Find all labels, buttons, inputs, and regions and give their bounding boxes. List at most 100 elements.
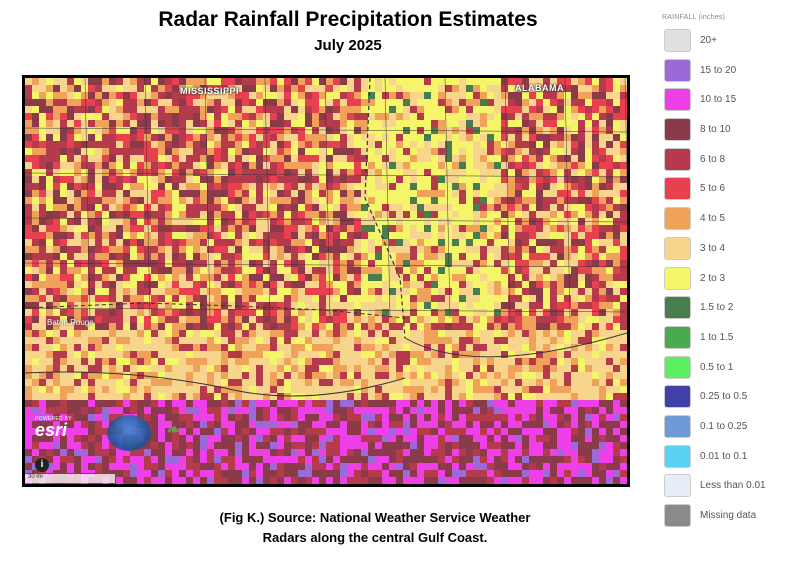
raster-cell <box>375 120 382 127</box>
raster-cell <box>571 113 578 120</box>
rainfall-map[interactable]: MISSISSIPPI ALABAMA Baton Rouge POWERED … <box>22 75 630 487</box>
raster-cell <box>382 225 389 232</box>
raster-cell <box>501 260 508 267</box>
raster-cell <box>193 281 200 288</box>
raster-cell <box>340 155 347 162</box>
raster-cell <box>326 449 333 456</box>
raster-cell <box>312 393 319 400</box>
raster-cell <box>396 470 403 477</box>
raster-cell <box>74 232 81 239</box>
raster-cell <box>228 127 235 134</box>
raster-cell <box>277 260 284 267</box>
raster-cell <box>571 85 578 92</box>
raster-cell <box>480 414 487 421</box>
raster-cell <box>494 134 501 141</box>
raster-cell <box>312 218 319 225</box>
raster-cell <box>256 218 263 225</box>
raster-cell <box>235 106 242 113</box>
raster-cell <box>522 288 529 295</box>
raster-cell <box>536 162 543 169</box>
raster-cell <box>571 120 578 127</box>
raster-cell <box>599 218 606 225</box>
raster-cell <box>522 78 529 85</box>
raster-cell <box>529 337 536 344</box>
raster-cell <box>53 85 60 92</box>
raster-cell <box>60 344 67 351</box>
raster-cell <box>312 225 319 232</box>
raster-cell <box>60 274 67 281</box>
raster-cell <box>403 148 410 155</box>
raster-cell <box>214 127 221 134</box>
raster-cell <box>585 148 592 155</box>
raster-cell <box>25 204 32 211</box>
raster-cell <box>606 407 613 414</box>
raster-cell <box>249 456 256 463</box>
raster-cell <box>571 92 578 99</box>
raster-cell <box>186 281 193 288</box>
raster-cell <box>102 309 109 316</box>
raster-cell <box>550 372 557 379</box>
raster-cell <box>291 421 298 428</box>
raster-cell <box>109 183 116 190</box>
raster-cell <box>452 435 459 442</box>
raster-cell <box>25 183 32 190</box>
raster-cell <box>438 113 445 120</box>
raster-cell <box>606 134 613 141</box>
raster-cell <box>354 218 361 225</box>
raster-cell <box>606 449 613 456</box>
raster-cell <box>438 92 445 99</box>
raster-cell <box>172 274 179 281</box>
raster-cell <box>403 281 410 288</box>
raster-cell <box>543 400 550 407</box>
raster-cell <box>445 330 452 337</box>
raster-cell <box>473 239 480 246</box>
raster-cell <box>550 449 557 456</box>
raster-cell <box>53 421 60 428</box>
raster-cell <box>515 106 522 113</box>
raster-cell <box>207 372 214 379</box>
raster-cell <box>130 225 137 232</box>
raster-cell <box>179 239 186 246</box>
raster-cell <box>410 113 417 120</box>
raster-cell <box>522 470 529 477</box>
raster-cell <box>424 428 431 435</box>
raster-cell <box>550 442 557 449</box>
raster-cell <box>522 148 529 155</box>
raster-cell <box>95 309 102 316</box>
raster-cell <box>375 260 382 267</box>
raster-cell <box>207 393 214 400</box>
raster-cell <box>494 295 501 302</box>
raster-cell <box>25 253 32 260</box>
raster-cell <box>494 218 501 225</box>
raster-cell <box>25 120 32 127</box>
raster-cell <box>60 253 67 260</box>
raster-cell <box>81 239 88 246</box>
raster-cell <box>123 267 130 274</box>
raster-cell <box>424 477 431 484</box>
raster-cell <box>410 155 417 162</box>
raster-cell <box>424 260 431 267</box>
raster-cell <box>60 190 67 197</box>
raster-cell <box>424 295 431 302</box>
raster-cell <box>410 379 417 386</box>
raster-cell <box>186 99 193 106</box>
raster-cell <box>39 85 46 92</box>
raster-cell <box>410 456 417 463</box>
raster-cell <box>599 134 606 141</box>
raster-cell <box>410 148 417 155</box>
raster-cell <box>466 239 473 246</box>
raster-cell <box>550 330 557 337</box>
raster-cell <box>270 106 277 113</box>
raster-cell <box>340 449 347 456</box>
raster-cell <box>417 162 424 169</box>
raster-cell <box>536 428 543 435</box>
raster-cell <box>599 407 606 414</box>
raster-cell <box>186 120 193 127</box>
raster-cell <box>193 470 200 477</box>
raster-cell <box>81 155 88 162</box>
raster-cell <box>368 260 375 267</box>
raster-cell <box>501 204 508 211</box>
raster-cell <box>515 260 522 267</box>
raster-cell <box>228 365 235 372</box>
raster-cell <box>333 365 340 372</box>
